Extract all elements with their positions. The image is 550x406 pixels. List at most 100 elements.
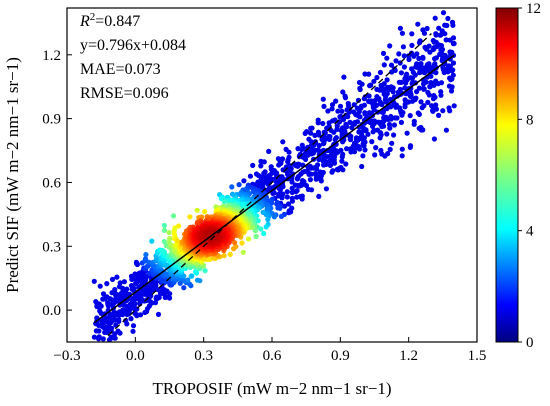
scatter-point xyxy=(245,236,252,242)
scatter-point xyxy=(121,279,127,285)
colorbar-tick-label: 4 xyxy=(526,224,534,240)
scatter-point xyxy=(278,213,285,219)
colorbar-tick-label: 8 xyxy=(526,112,534,128)
scatter-point xyxy=(397,25,403,31)
scatter-point xyxy=(367,83,373,89)
scatter-point xyxy=(339,108,345,114)
scatter-point xyxy=(396,51,402,57)
scatter-point xyxy=(327,162,333,168)
scatter-point xyxy=(402,104,408,110)
scatter-point xyxy=(396,79,402,85)
scatter-point xyxy=(176,223,182,229)
colorbar-tick-label: 0 xyxy=(526,335,534,351)
stat-rmse: RMSE=0.096 xyxy=(80,85,169,102)
scatter-point xyxy=(374,86,380,92)
scatter-point xyxy=(123,318,129,324)
scatter-point xyxy=(181,285,187,291)
scatter-point xyxy=(155,311,162,317)
scatter-point xyxy=(379,151,385,157)
scatter-point xyxy=(440,108,446,114)
scatter-point xyxy=(289,198,295,204)
scatter-point xyxy=(441,69,447,76)
scatter-point xyxy=(437,51,443,58)
scatter-point xyxy=(416,55,422,62)
scatter-point xyxy=(261,230,267,237)
scatter-point xyxy=(308,125,314,131)
scatter-point xyxy=(366,71,372,77)
scatter-point xyxy=(414,89,420,95)
scatter-point xyxy=(339,158,345,164)
stat-r2: R2=0.847 xyxy=(79,11,140,30)
scatter-point xyxy=(419,105,425,111)
scatter-point xyxy=(371,78,377,84)
stat-r2-superscript: 2 xyxy=(90,11,96,23)
stat-mae: MAE=0.073 xyxy=(80,61,161,78)
scatter-point xyxy=(236,182,242,188)
scatter-point xyxy=(321,129,327,135)
scatter-point xyxy=(404,130,410,136)
scatter-point xyxy=(431,39,437,45)
scatter-point xyxy=(120,307,126,313)
y-tick-label: 0.3 xyxy=(42,239,61,255)
scatter-point xyxy=(133,259,139,265)
scatter-point xyxy=(124,286,130,292)
scatter-point xyxy=(447,108,453,114)
scatter-point xyxy=(407,144,413,150)
scatter-point xyxy=(411,121,417,127)
scatter-point xyxy=(421,86,427,92)
scatter-point xyxy=(433,32,439,38)
scatter-point xyxy=(333,98,339,104)
scatter-point xyxy=(277,187,283,193)
scatter-point xyxy=(369,139,375,145)
scatter-point xyxy=(167,235,173,242)
scatter-point xyxy=(377,135,383,141)
scatter-point xyxy=(384,131,390,137)
scatter-point xyxy=(221,253,227,259)
y-tick-label: 0.6 xyxy=(42,175,61,191)
scatter-point xyxy=(294,194,300,200)
scatter-point xyxy=(359,81,365,87)
scatter-point xyxy=(340,139,346,145)
scatter-point xyxy=(339,154,345,160)
scatter-point xyxy=(448,88,455,94)
scatter-point xyxy=(387,43,393,49)
scatter-point xyxy=(426,92,432,98)
scatter-point xyxy=(316,142,322,149)
scatter-point xyxy=(185,277,191,283)
scatter-point xyxy=(343,161,349,167)
scatter-point xyxy=(264,206,270,212)
scatter-point xyxy=(423,46,430,52)
scatter-point xyxy=(402,76,408,82)
scatter-point xyxy=(446,83,452,89)
scatter-point xyxy=(100,291,107,297)
scatter-point xyxy=(380,50,387,57)
scatter-point xyxy=(270,190,276,196)
scatter-point xyxy=(284,194,290,200)
scatter-point xyxy=(289,179,295,185)
scatter-point xyxy=(97,283,103,289)
x-tick-label: 0.6 xyxy=(263,348,282,364)
scatter-point xyxy=(274,201,280,207)
scatter-point xyxy=(372,152,378,158)
scatter-point xyxy=(366,98,372,104)
scatter-point xyxy=(387,146,393,152)
scatter-point xyxy=(424,25,430,32)
scatter-point xyxy=(286,210,292,216)
scatter-point xyxy=(316,193,322,199)
scatter-point xyxy=(109,276,116,282)
scatter-point xyxy=(285,159,291,165)
scatter-point xyxy=(275,205,281,211)
scatter-point xyxy=(344,146,350,152)
scatter-point xyxy=(112,286,118,293)
scatter-point xyxy=(115,328,121,334)
scatter-point xyxy=(117,280,123,286)
scatter-point xyxy=(137,312,144,318)
scatter-point xyxy=(409,42,415,49)
scatter-point xyxy=(370,123,376,129)
scatter-point xyxy=(239,240,245,246)
scatter-point xyxy=(341,74,347,80)
scatter-point xyxy=(349,125,355,131)
scatter-point xyxy=(232,240,238,246)
scatter-point xyxy=(443,127,449,133)
scatter-point xyxy=(355,97,361,103)
